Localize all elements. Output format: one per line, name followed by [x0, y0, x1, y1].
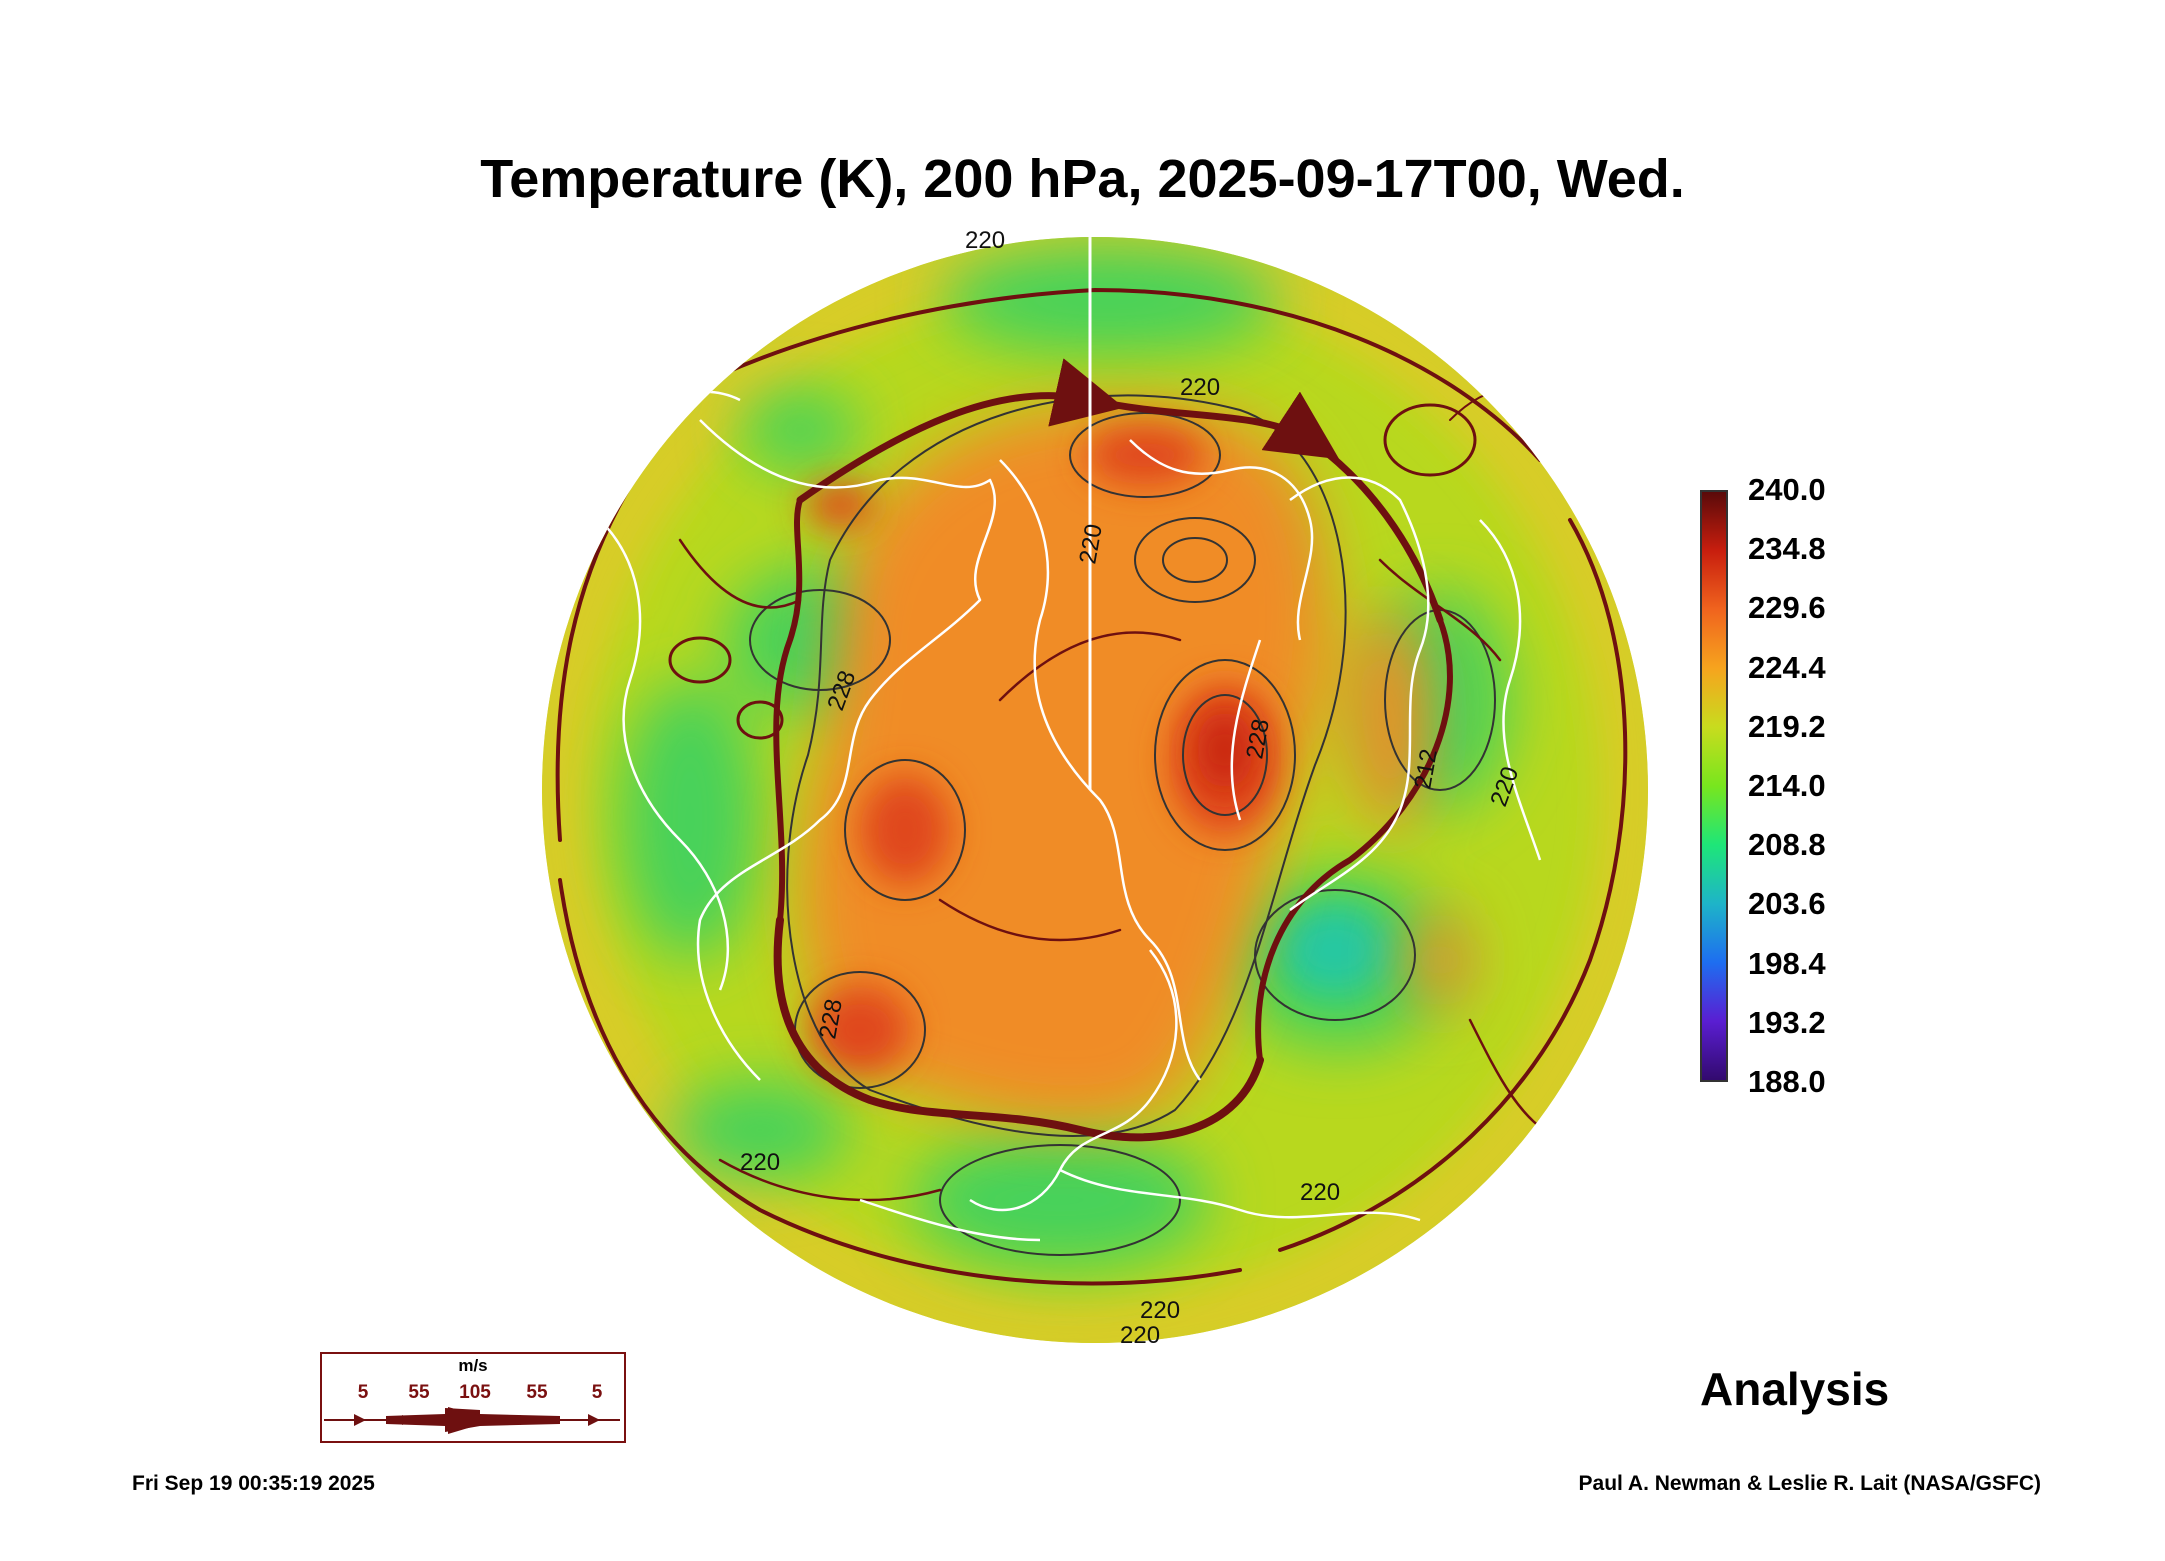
colorbar-label: 203.6	[1748, 886, 1826, 921]
contour-labels: 220 220 220 220 220 228 228 228 212 220 …	[740, 227, 1524, 1349]
colorbar-label: 234.8	[1748, 531, 1826, 566]
legend-value: 5	[357, 1382, 369, 1403]
legend-value: 55	[408, 1382, 430, 1403]
contour-label: 220	[1120, 1322, 1160, 1349]
footer-credit: Paul A. Newman & Leslie R. Lait (NASA/GS…	[1578, 1472, 2041, 1495]
plot-title: Temperature (K), 200 hPa, 2025-09-17T00,…	[480, 149, 1685, 209]
legend-value: 55	[526, 1382, 548, 1403]
colorbar-label: 214.0	[1748, 768, 1826, 803]
colorbar-label: 188.0	[1748, 1064, 1826, 1099]
colorbar-label: 229.6	[1748, 590, 1826, 625]
colorbar-label: 198.4	[1748, 946, 1826, 981]
colorbar	[1700, 490, 1728, 1082]
colorbar-label: 219.2	[1748, 709, 1826, 744]
wind-speed-arrow-scale	[324, 1407, 620, 1434]
warm-core	[800, 405, 1470, 1124]
legend-value: 5	[591, 1382, 603, 1403]
contour-label: 220	[1300, 1179, 1340, 1206]
legend-unit: m/s	[458, 1356, 488, 1375]
coastlines	[599, 390, 1542, 1242]
colorbar-label: 208.8	[1748, 827, 1826, 862]
analysis-label: Analysis	[1700, 1363, 1890, 1415]
colorbar-label: 224.4	[1748, 650, 1826, 685]
contour-label: 220	[965, 227, 1005, 254]
footer-timestamp: Fri Sep 19 00:35:19 2025	[132, 1472, 375, 1495]
wind-speed-legend: m/s 5 55 105 55 5	[320, 1352, 626, 1443]
contour-label: 220	[740, 1149, 780, 1176]
contour-label: 220	[1140, 1297, 1180, 1324]
hottest-core	[1197, 710, 1253, 790]
colorbar-label: 240.0	[1748, 472, 1826, 507]
legend-value: 105	[459, 1382, 491, 1403]
colorbar-label: 193.2	[1748, 1005, 1826, 1040]
contour-label: 220	[1180, 374, 1220, 401]
